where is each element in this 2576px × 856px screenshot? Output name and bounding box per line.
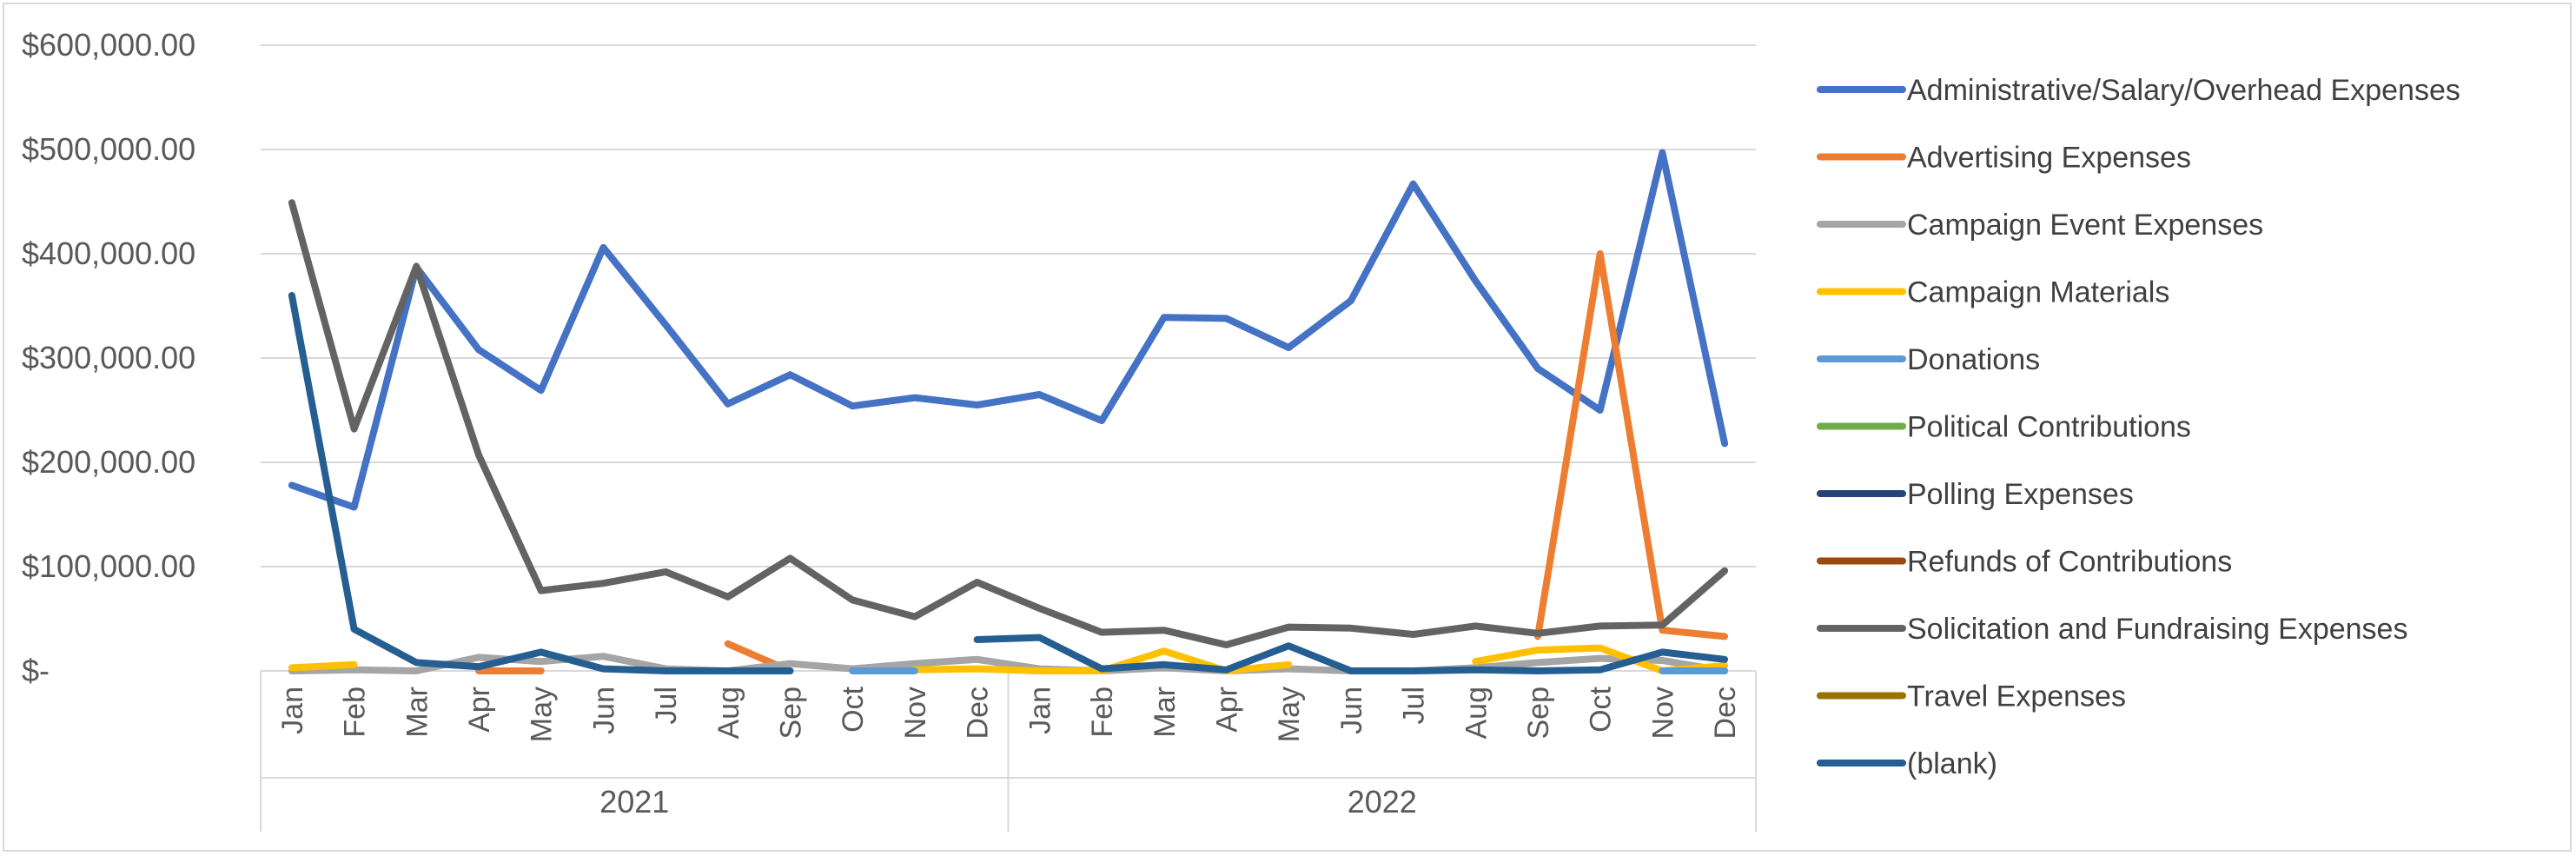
series-line xyxy=(973,634,1729,674)
legend-label: Campaign Materials xyxy=(1907,276,2169,309)
legend-label: Administrative/Salary/Overhead Expenses xyxy=(1907,74,2460,107)
x-tick-label: Aug xyxy=(1460,687,1493,740)
x-tick-label: Feb xyxy=(339,687,372,738)
y-tick-label: $200,000.00 xyxy=(22,444,195,480)
x-tick-label: May xyxy=(1273,687,1306,742)
x-tick-label: May xyxy=(526,687,559,742)
series-line xyxy=(288,149,1729,511)
y-tick-label: $300,000.00 xyxy=(22,340,195,375)
x-tick-label: Aug xyxy=(712,687,745,740)
legend-label: Political Contributions xyxy=(1907,411,2191,444)
y-tick-label: $- xyxy=(22,653,50,688)
x-tick-label: Jul xyxy=(650,687,683,724)
chart-frame: $600,000.00 $500,000.00 $400,000.00 $300,00… xyxy=(3,3,2572,852)
legend-label: Solicitation and Fundraising Expenses xyxy=(1907,613,2407,646)
x-tick-label: Dec xyxy=(1709,687,1742,739)
legend-label: Travel Expenses xyxy=(1907,680,2126,713)
x-tick-label: Nov xyxy=(1646,687,1679,739)
x-tick-label: Sep xyxy=(1522,687,1555,740)
y-axis-tick-labels: $600,000.00 $500,000.00 $400,000.00 $300,00… xyxy=(22,27,195,688)
x-tick-label: Jan xyxy=(1023,687,1056,734)
x-tick-label: Jun xyxy=(587,687,620,734)
legend: Administrative/Salary/Overhead Expenses A… xyxy=(1817,74,2460,780)
legend-label: Donations xyxy=(1907,343,2040,376)
series-10 xyxy=(288,292,1729,674)
x-tick-label: Apr xyxy=(463,687,496,733)
y-tick-label: $500,000.00 xyxy=(22,131,195,167)
x-tick-label: Oct xyxy=(837,686,870,732)
legend-label: (blank) xyxy=(1907,747,1997,780)
series-line xyxy=(1534,250,1729,640)
series-8 xyxy=(288,199,1729,648)
legend-label: Refunds of Contributions xyxy=(1907,546,2232,579)
line-chart: $600,000.00 $500,000.00 $400,000.00 $300,00… xyxy=(22,27,2460,832)
y-tick-label: $100,000.00 xyxy=(22,548,195,584)
x-tick-label: Apr xyxy=(1210,687,1243,733)
y-tick-label: $400,000.00 xyxy=(22,236,195,271)
series-line xyxy=(288,660,358,672)
x-tick-label: Jul xyxy=(1398,687,1431,724)
x-tick-label: Dec xyxy=(962,687,995,739)
series-line xyxy=(288,199,1729,648)
series-0 xyxy=(288,149,1729,511)
series-lines xyxy=(288,149,1729,674)
x-tick-label: Feb xyxy=(1086,687,1119,738)
x-axis: Jan Feb Mar Apr May Jun Jul Aug Sep Oct Nov Dec Jan F… xyxy=(260,671,1757,832)
x-tick-label: Nov xyxy=(899,687,932,739)
x-group-label: 2022 xyxy=(1348,784,1417,820)
x-tick-label: Jan xyxy=(276,687,309,734)
series-line xyxy=(288,292,794,674)
y-tick-label: $600,000.00 xyxy=(22,27,195,63)
legend-label: Campaign Event Expenses xyxy=(1907,209,2263,242)
x-tick-label: Jun xyxy=(1335,687,1368,734)
legend-label: Advertising Expenses xyxy=(1907,142,2191,175)
x-tick-label: Mar xyxy=(1149,687,1182,738)
x-tick-label: Sep xyxy=(775,687,808,740)
legend-label: Polling Expenses xyxy=(1907,478,2134,511)
x-group-label: 2021 xyxy=(599,784,669,820)
x-tick-label: Mar xyxy=(401,687,434,738)
x-tick-label: Oct xyxy=(1585,686,1618,732)
